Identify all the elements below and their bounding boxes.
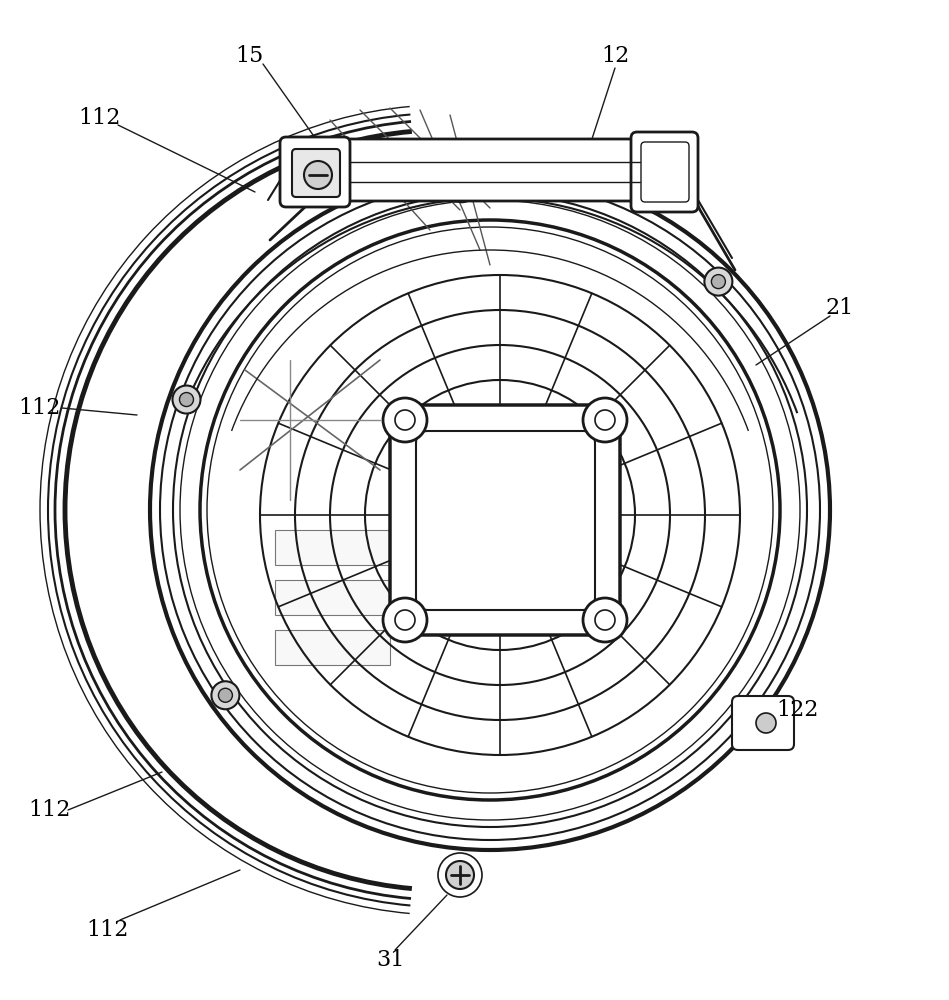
- Circle shape: [173, 386, 200, 414]
- FancyBboxPatch shape: [641, 142, 689, 202]
- Circle shape: [595, 610, 615, 630]
- Circle shape: [704, 268, 733, 296]
- Circle shape: [455, 181, 469, 195]
- Bar: [275, 630, 390, 665]
- Circle shape: [583, 598, 627, 642]
- Text: 112: 112: [79, 107, 121, 129]
- Text: 112: 112: [19, 397, 61, 419]
- Text: 112: 112: [86, 919, 129, 941]
- Circle shape: [446, 861, 474, 889]
- Text: 21: 21: [826, 297, 854, 319]
- FancyBboxPatch shape: [416, 431, 595, 610]
- Circle shape: [395, 425, 525, 555]
- Circle shape: [595, 410, 615, 430]
- FancyBboxPatch shape: [280, 137, 350, 207]
- FancyBboxPatch shape: [292, 149, 340, 197]
- Circle shape: [395, 610, 415, 630]
- Circle shape: [395, 410, 415, 430]
- Text: 31: 31: [376, 949, 404, 971]
- FancyBboxPatch shape: [631, 132, 698, 212]
- FancyBboxPatch shape: [310, 139, 655, 201]
- FancyBboxPatch shape: [732, 696, 794, 750]
- Circle shape: [712, 275, 725, 289]
- Circle shape: [756, 713, 776, 733]
- Text: 122: 122: [777, 699, 819, 721]
- FancyBboxPatch shape: [390, 405, 620, 635]
- Circle shape: [383, 598, 427, 642]
- Circle shape: [212, 681, 239, 709]
- Circle shape: [583, 398, 627, 442]
- Bar: [275, 530, 390, 565]
- Circle shape: [448, 174, 475, 202]
- Circle shape: [383, 398, 427, 442]
- Circle shape: [179, 393, 194, 407]
- Bar: [275, 580, 390, 615]
- Text: 112: 112: [28, 799, 71, 821]
- Circle shape: [304, 161, 332, 189]
- Circle shape: [218, 688, 233, 702]
- Text: 15: 15: [234, 45, 263, 67]
- Text: 12: 12: [601, 45, 629, 67]
